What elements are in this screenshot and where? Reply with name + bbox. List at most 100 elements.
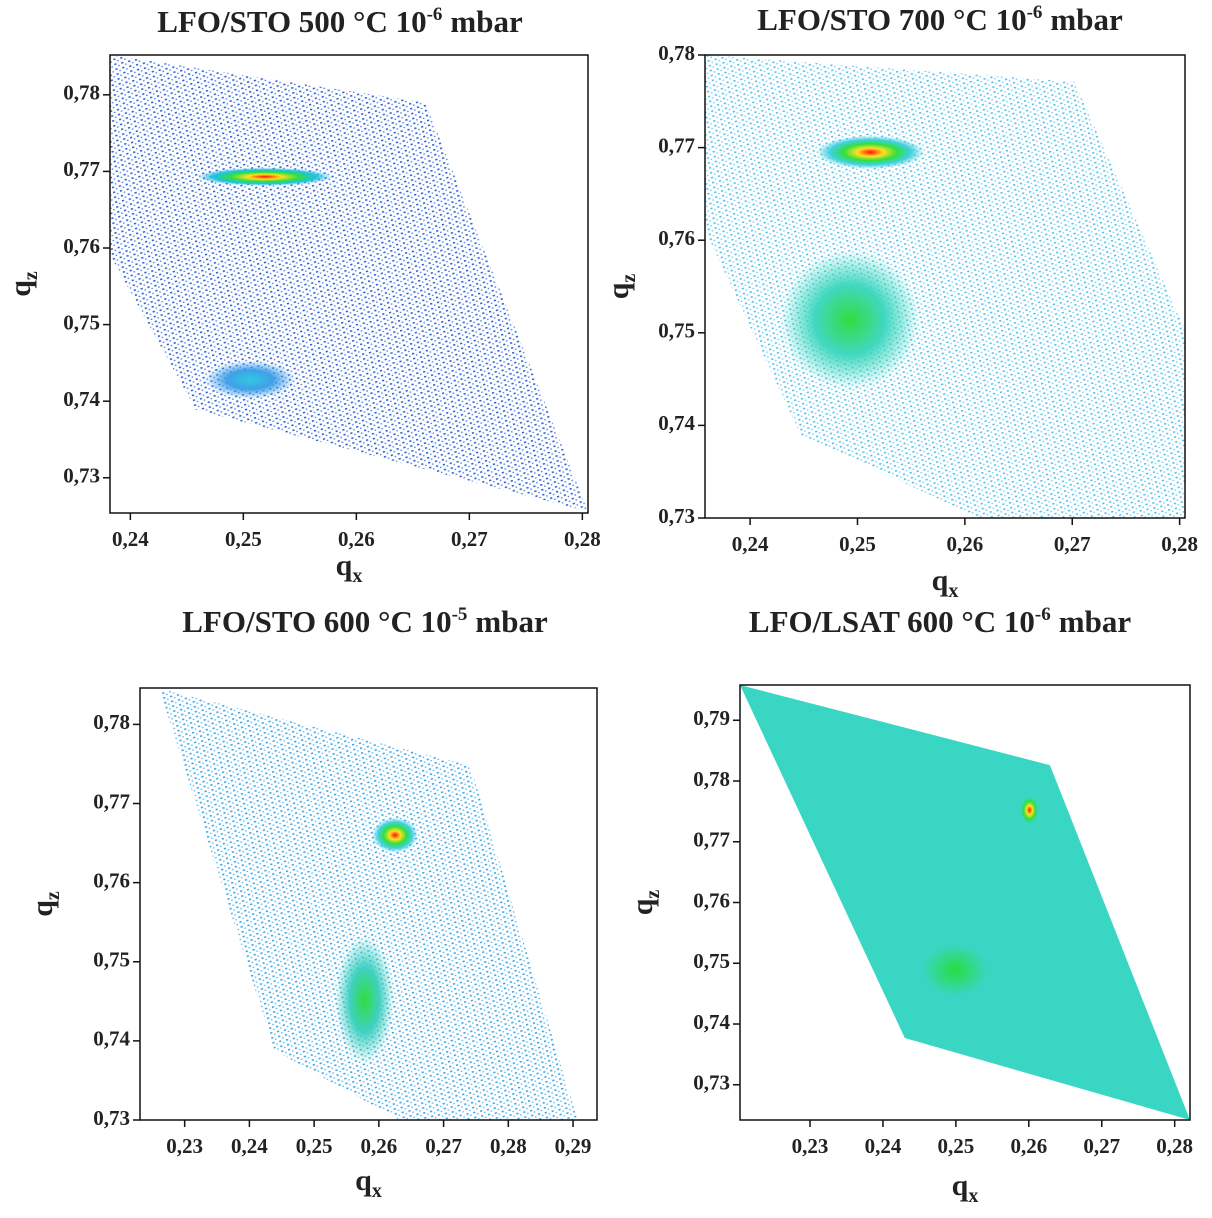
x-tick-label: 0,28	[490, 1134, 527, 1158]
x-label-sub: x	[372, 1180, 382, 1202]
title-text: LFO/STO 700 °C 10	[757, 2, 1026, 37]
y-label-sub: z	[42, 891, 64, 900]
y-axis-label: qz	[626, 890, 664, 916]
x-tick-label: 0,24	[231, 1134, 268, 1158]
title-text: LFO/LSAT 600 °C 10	[749, 604, 1035, 639]
y-label-base: q	[626, 898, 659, 915]
y-tick-label: 0,73	[93, 1106, 130, 1130]
x-tick-label: 0,27	[425, 1134, 462, 1158]
peak	[780, 250, 920, 390]
peak	[197, 167, 333, 186]
title-text: LFO/STO 500 °C 10	[157, 4, 426, 39]
title-exponent: -6	[1027, 2, 1043, 23]
panel: LFO/STO 700 °C 10-6 mbar 0,24 0,25 0,26 0,27 0…	[602, 2, 1198, 602]
x-tick-label: 0,24	[732, 532, 769, 556]
plot-frame	[704, 54, 1186, 519]
x-tick-label: 0,23	[166, 1134, 203, 1158]
x-tick-label: 0,24	[112, 527, 149, 551]
y-tick-label: 0,77	[63, 157, 100, 181]
plot-frame	[139, 687, 598, 1121]
x-tick-label: 0,25	[839, 532, 876, 556]
y-label-sub: z	[642, 890, 664, 899]
title-exponent: -5	[452, 604, 468, 625]
chart-title: LFO/STO 700 °C 10-6 mbar	[757, 2, 1123, 37]
y-tick-label: 0,74	[693, 1010, 730, 1034]
x-label-base: q	[336, 549, 353, 582]
y-tick-label: 0,75	[693, 949, 730, 973]
y-tick-label: 0,76	[693, 888, 730, 912]
plot-area	[159, 688, 578, 1120]
peak	[816, 135, 925, 169]
x-label-sub: x	[948, 580, 958, 602]
y-axis-label: qz	[602, 274, 640, 300]
y-tick-label: 0,74	[658, 411, 695, 435]
x-tick-label: 0,28	[564, 527, 601, 551]
scan-region	[740, 685, 1190, 1120]
y-label-sub: z	[20, 271, 42, 280]
y-tick-label: 0,76	[63, 234, 100, 258]
panel: LFO/STO 500 °C 10-6 mbar 0,24 0,25 0,26 0,27 0…	[4, 4, 601, 587]
scan-region	[110, 55, 588, 512]
plot-area	[705, 55, 1185, 518]
y-tick-label: 0,77	[693, 828, 730, 852]
y-tick-label: 0,73	[693, 1071, 730, 1095]
x-axis-label: qx	[355, 1164, 382, 1202]
x-tick-label: 0,26	[360, 1134, 397, 1158]
y-tick-label: 0,78	[658, 41, 695, 65]
scan-region	[705, 55, 1185, 518]
plot-area	[740, 685, 1190, 1120]
chart-title: LFO/STO 500 °C 10-6 mbar	[157, 4, 523, 39]
x-label-base: q	[355, 1164, 372, 1197]
title-suffix: mbar	[450, 4, 523, 39]
plot-area	[110, 55, 588, 512]
y-axis-label: qz	[4, 271, 42, 297]
peak	[889, 918, 1021, 1022]
panel: LFO/LSAT 600 °C 10-6 mbar 0,23 0,24 0,25 0,26…	[626, 604, 1193, 1207]
y-tick-label: 0,78	[693, 767, 730, 791]
plot-frame	[109, 54, 589, 514]
x-tick-label: 0,23	[792, 1134, 829, 1158]
peak	[1020, 796, 1039, 824]
peak	[372, 817, 418, 853]
title-exponent: -6	[427, 4, 443, 25]
peak	[335, 936, 394, 1064]
x-label-base: q	[952, 1169, 969, 1202]
y-tick-label: 0,73	[658, 504, 695, 528]
x-axis-label: qx	[932, 564, 959, 602]
y-tick-label: 0,75	[93, 948, 130, 972]
x-tick-label: 0,26	[946, 532, 983, 556]
y-label-sub: z	[618, 274, 640, 283]
x-tick-label: 0,25	[225, 527, 262, 551]
title-suffix: mbar	[1050, 2, 1123, 37]
x-tick-label: 0,29	[555, 1134, 592, 1158]
x-tick-label: 0,27	[1083, 1134, 1120, 1158]
x-tick-label: 0,25	[938, 1134, 975, 1158]
x-tick-label: 0,28	[1161, 532, 1198, 556]
chart-title: LFO/STO 600 °C 10-5 mbar	[182, 604, 548, 639]
y-tick-label: 0,73	[63, 464, 100, 488]
title-exponent: -6	[1035, 604, 1051, 625]
x-tick-label: 0,27	[1054, 532, 1091, 556]
y-tick-label: 0,74	[63, 387, 100, 411]
y-label-base: q	[26, 900, 59, 917]
x-tick-label: 0,26	[1010, 1134, 1047, 1158]
y-axis-label: qz	[26, 891, 64, 917]
x-tick-label: 0,25	[296, 1134, 333, 1158]
peak	[204, 360, 296, 399]
y-tick-label: 0,74	[93, 1027, 130, 1051]
y-tick-label: 0,77	[658, 133, 695, 157]
x-axis-label: qx	[952, 1169, 979, 1207]
x-tick-label: 0,28	[1156, 1134, 1193, 1158]
title-suffix: mbar	[475, 604, 548, 639]
y-tick-label: 0,79	[693, 706, 730, 730]
y-label-base: q	[4, 280, 37, 297]
x-axis-label: qx	[336, 549, 363, 587]
x-label-sub: x	[968, 1185, 978, 1207]
x-tick-label: 0,26	[338, 527, 375, 551]
y-tick-label: 0,76	[658, 226, 695, 250]
y-tick-label: 0,78	[93, 710, 130, 734]
x-tick-label: 0,27	[451, 527, 488, 551]
y-tick-label: 0,78	[63, 81, 100, 105]
x-label-sub: x	[352, 565, 362, 587]
title-suffix: mbar	[1059, 604, 1132, 639]
